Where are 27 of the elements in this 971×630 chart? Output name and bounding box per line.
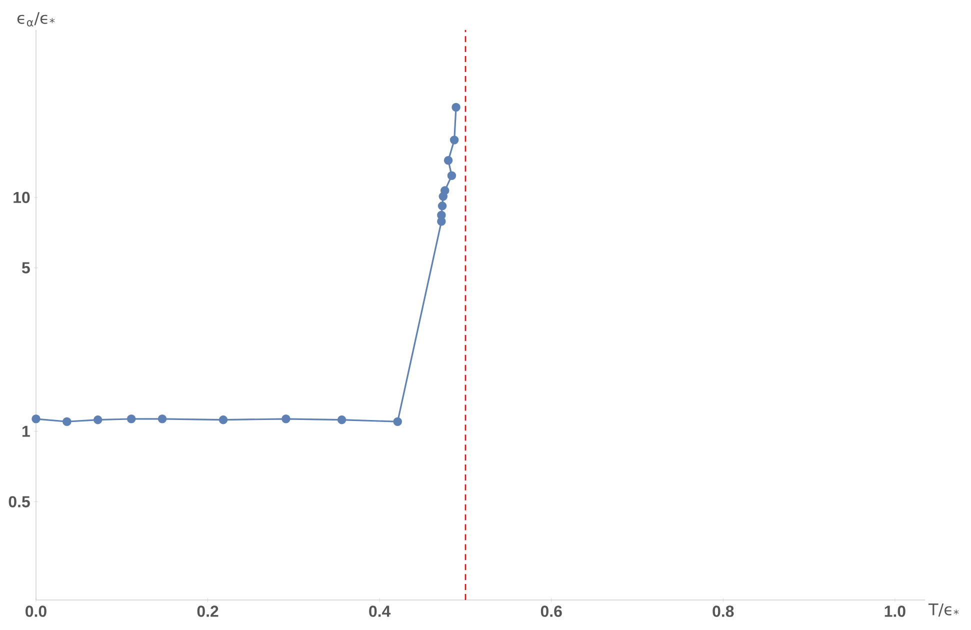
x-tick-label: 0.6 [540,606,562,617]
y-tick-label: 0.5 [8,496,30,508]
point [450,136,459,144]
point [218,415,228,424]
point [32,414,40,424]
point [126,414,136,424]
y-tick-label: 5 [22,262,30,274]
x-axis-title: T/ϵ$_{*}$ [928,604,959,617]
y-tick-label: 1 [22,426,30,437]
point [440,186,450,195]
point [393,417,402,426]
point [447,171,456,180]
point [158,414,167,424]
point [62,417,72,426]
y-axis-title: ϵ$_{α}$/ϵ$_{*}$ [17,12,55,26]
x-tick-label: 0.0 [26,606,46,617]
point [337,415,346,424]
point [438,202,447,210]
x-tick-label: 0.2 [197,606,218,617]
x-tick-label: 0.8 [712,606,734,617]
point [93,415,102,424]
point [282,414,290,424]
point [444,156,453,165]
y-tick-label: 10 [14,192,30,204]
point [452,102,460,112]
x-tick-label: 0.4 [369,606,391,617]
x-tick-label: 1.0 [884,606,906,617]
